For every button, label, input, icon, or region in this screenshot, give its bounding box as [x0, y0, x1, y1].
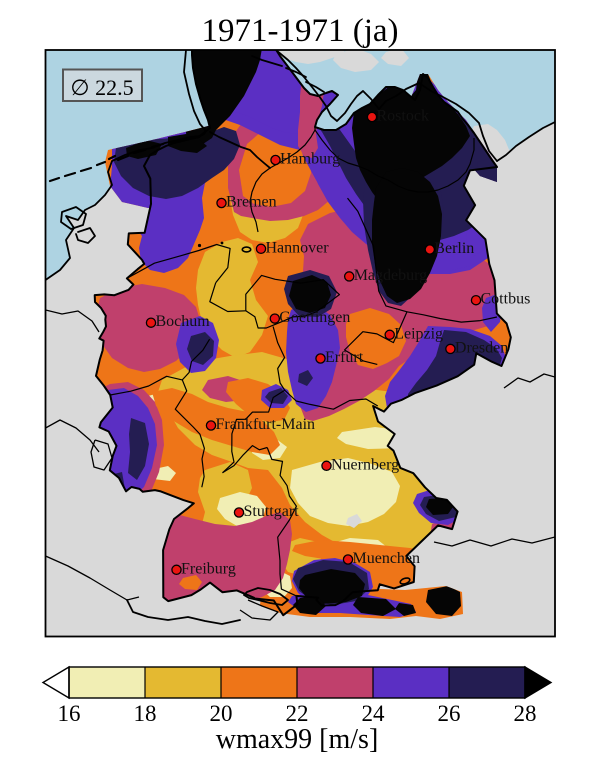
svg-text:∅ 22.5: ∅ 22.5	[70, 75, 133, 100]
svg-text:Freiburg: Freiburg	[181, 560, 236, 577]
svg-text:Dresden: Dresden	[455, 339, 508, 356]
svg-text:18: 18	[134, 701, 157, 726]
svg-text:Cottbus: Cottbus	[481, 291, 531, 308]
svg-text:20: 20	[210, 701, 233, 726]
svg-text:Muenchen: Muenchen	[353, 550, 421, 567]
svg-text:26: 26	[438, 701, 461, 726]
svg-text:16: 16	[58, 701, 81, 726]
svg-text:1971-1971 (ja): 1971-1971 (ja)	[201, 13, 398, 49]
svg-text:Leipzig: Leipzig	[394, 325, 443, 342]
svg-text:24: 24	[362, 701, 386, 726]
svg-text:Erfurt: Erfurt	[325, 349, 364, 366]
svg-text:Hannover: Hannover	[266, 239, 330, 256]
svg-text:Bochum: Bochum	[156, 313, 211, 330]
svg-text:28: 28	[514, 701, 537, 726]
svg-text:wmax99 [m/s]: wmax99 [m/s]	[216, 724, 379, 755]
svg-text:Nuernberg: Nuernberg	[331, 456, 399, 473]
svg-text:Frankfurt-Main: Frankfurt-Main	[216, 416, 316, 433]
svg-text:Berlin: Berlin	[434, 240, 474, 257]
svg-text:Hamburg: Hamburg	[280, 151, 340, 168]
svg-text:22: 22	[286, 701, 309, 726]
svg-text:Stuttgart: Stuttgart	[244, 503, 300, 520]
svg-text:Rostock: Rostock	[377, 108, 429, 125]
svg-text:Magdeburg: Magdeburg	[354, 267, 427, 284]
svg-text:Bremen: Bremen	[226, 194, 277, 211]
svg-text:Goettingen: Goettingen	[279, 309, 350, 326]
